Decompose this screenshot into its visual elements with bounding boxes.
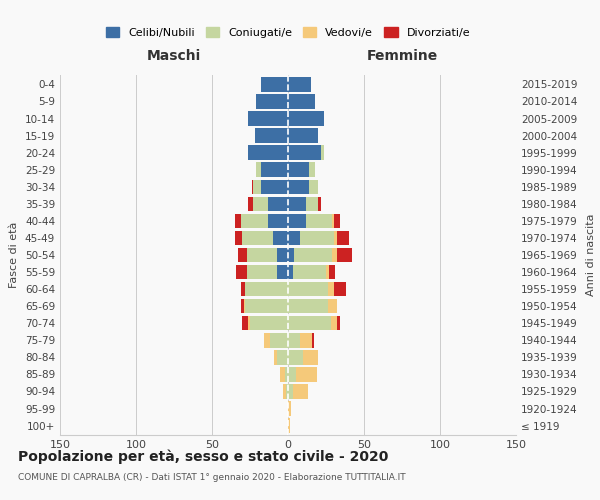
- Bar: [293, 384, 308, 398]
- Bar: [328, 282, 334, 296]
- Bar: [248, 146, 288, 160]
- Bar: [334, 282, 346, 296]
- Bar: [256, 94, 288, 108]
- Bar: [288, 112, 325, 126]
- Bar: [245, 299, 288, 314]
- Text: Popolazione per età, sesso e stato civile - 2020: Popolazione per età, sesso e stato civil…: [18, 450, 388, 464]
- Bar: [268, 214, 288, 228]
- Bar: [241, 282, 245, 296]
- Bar: [235, 230, 242, 245]
- Text: Maschi: Maschi: [147, 48, 201, 62]
- Bar: [256, 162, 260, 177]
- Bar: [322, 146, 325, 160]
- Bar: [296, 367, 317, 382]
- Bar: [303, 350, 319, 364]
- Bar: [306, 214, 332, 228]
- Bar: [286, 384, 288, 398]
- Y-axis label: Fasce di età: Fasce di età: [10, 222, 19, 288]
- Bar: [235, 214, 241, 228]
- Bar: [248, 112, 288, 126]
- Text: COMUNE DI CAPRALBA (CR) - Dati ISTAT 1° gennaio 2020 - Elaborazione TUTTITALIA.I: COMUNE DI CAPRALBA (CR) - Dati ISTAT 1° …: [18, 472, 406, 482]
- Bar: [260, 77, 288, 92]
- Bar: [309, 180, 319, 194]
- Bar: [273, 230, 288, 245]
- Bar: [288, 316, 331, 330]
- Bar: [288, 248, 294, 262]
- Bar: [288, 333, 300, 347]
- Bar: [242, 316, 248, 330]
- Bar: [313, 333, 314, 347]
- Bar: [251, 180, 253, 194]
- Bar: [253, 196, 268, 211]
- Bar: [334, 214, 340, 228]
- Bar: [332, 248, 337, 262]
- Bar: [288, 180, 309, 194]
- Bar: [238, 248, 247, 262]
- Bar: [242, 230, 273, 245]
- Bar: [337, 248, 352, 262]
- Y-axis label: Anni di nascita: Anni di nascita: [586, 214, 596, 296]
- Bar: [288, 402, 291, 416]
- Text: Femmine: Femmine: [367, 48, 437, 62]
- Legend: Celibi/Nubili, Coniugati/e, Vedovi/e, Divorziati/e: Celibi/Nubili, Coniugati/e, Vedovi/e, Di…: [101, 23, 475, 42]
- Bar: [277, 265, 288, 280]
- Bar: [247, 248, 277, 262]
- Bar: [337, 316, 340, 330]
- Bar: [334, 230, 337, 245]
- Bar: [288, 77, 311, 92]
- Bar: [288, 265, 293, 280]
- Bar: [288, 282, 328, 296]
- Bar: [309, 162, 316, 177]
- Bar: [332, 214, 334, 228]
- Bar: [319, 196, 322, 211]
- Bar: [288, 146, 322, 160]
- Bar: [244, 299, 245, 314]
- Bar: [288, 196, 306, 211]
- Bar: [241, 214, 268, 228]
- Bar: [274, 350, 277, 364]
- Bar: [241, 299, 244, 314]
- Bar: [288, 350, 303, 364]
- Bar: [329, 265, 335, 280]
- Bar: [328, 299, 337, 314]
- Bar: [260, 162, 288, 177]
- Bar: [268, 196, 288, 211]
- Bar: [236, 265, 247, 280]
- Bar: [294, 248, 332, 262]
- Bar: [288, 162, 309, 177]
- Bar: [254, 128, 288, 143]
- Bar: [337, 230, 349, 245]
- Bar: [277, 350, 288, 364]
- Bar: [280, 367, 285, 382]
- Bar: [253, 180, 260, 194]
- Bar: [288, 230, 300, 245]
- Bar: [331, 316, 337, 330]
- Bar: [288, 418, 290, 433]
- Bar: [326, 265, 329, 280]
- Bar: [245, 282, 288, 296]
- Bar: [285, 367, 288, 382]
- Bar: [293, 265, 326, 280]
- Bar: [248, 316, 250, 330]
- Bar: [247, 265, 277, 280]
- Bar: [300, 333, 313, 347]
- Bar: [248, 196, 253, 211]
- Bar: [288, 128, 319, 143]
- Bar: [263, 333, 270, 347]
- Bar: [283, 384, 286, 398]
- Bar: [277, 248, 288, 262]
- Bar: [306, 196, 319, 211]
- Bar: [288, 384, 293, 398]
- Bar: [270, 333, 288, 347]
- Bar: [288, 214, 306, 228]
- Bar: [288, 94, 316, 108]
- Bar: [288, 367, 296, 382]
- Bar: [250, 316, 288, 330]
- Bar: [260, 180, 288, 194]
- Bar: [288, 299, 328, 314]
- Bar: [300, 230, 334, 245]
